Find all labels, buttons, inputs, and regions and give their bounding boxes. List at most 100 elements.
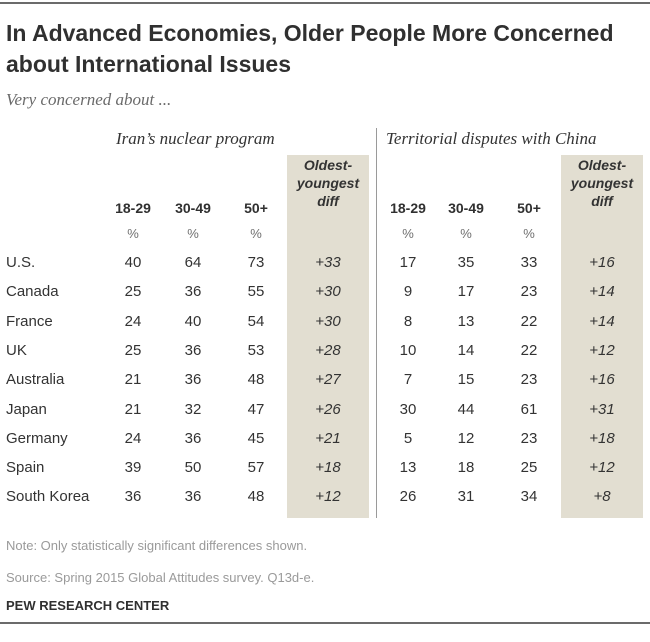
percent-sign-china-1: %	[460, 226, 472, 241]
value-cell-china: 23	[520, 430, 538, 447]
diff-header-china: Oldest-youngest diff	[570, 157, 634, 209]
value-cell-iran: 36	[124, 488, 142, 505]
note-text: Note: Only statistically significant dif…	[6, 538, 308, 553]
diff-value-iran: +33	[315, 254, 341, 271]
group-divider	[376, 128, 377, 518]
value-cell-iran: 55	[247, 283, 265, 300]
column-header-iran-0: 18-29	[115, 200, 151, 216]
diff-value-china: +14	[589, 283, 615, 300]
country-label: UK	[6, 342, 27, 359]
country-label: South Korea	[6, 488, 90, 505]
value-cell-china: 44	[457, 401, 475, 418]
group-header-china: Territorial disputes with China	[386, 129, 597, 148]
diff-value-china: +16	[589, 254, 615, 271]
value-cell-china: 13	[399, 459, 417, 476]
diff-value-iran: +26	[315, 401, 341, 418]
country-label: Japan	[6, 401, 47, 418]
value-cell-iran: 53	[247, 342, 265, 359]
value-cell-iran: 21	[124, 371, 142, 388]
percent-sign-iran-2: %	[250, 226, 262, 241]
value-cell-iran: 73	[247, 254, 265, 271]
value-cell-china: 33	[520, 254, 538, 271]
source-text: Source: Spring 2015 Global Attitudes sur…	[6, 570, 315, 585]
group-header-iran: Iran’s nuclear program	[116, 129, 275, 148]
value-cell-china: 26	[399, 488, 417, 505]
value-cell-china: 35	[457, 254, 475, 271]
column-header-china-2: 50+	[517, 200, 541, 216]
value-cell-iran: 25	[124, 283, 142, 300]
value-cell-china: 23	[520, 371, 538, 388]
diff-value-china: +8	[593, 488, 611, 505]
percent-sign-china-0: %	[402, 226, 414, 241]
value-cell-china: 22	[520, 342, 538, 359]
value-cell-iran: 32	[184, 401, 202, 418]
value-cell-china: 13	[457, 313, 475, 330]
value-cell-iran: 50	[184, 459, 202, 476]
diff-value-china: +12	[589, 342, 615, 359]
diff-value-china: +12	[589, 459, 615, 476]
value-cell-iran: 47	[247, 401, 265, 418]
diff-value-iran: +12	[315, 488, 341, 505]
value-cell-iran: 36	[184, 488, 202, 505]
value-cell-china: 18	[457, 459, 475, 476]
column-header-iran-1: 30-49	[175, 200, 211, 216]
value-cell-china: 30	[399, 401, 417, 418]
value-cell-china: 9	[403, 283, 413, 300]
value-cell-iran: 48	[247, 488, 265, 505]
value-cell-iran: 36	[184, 342, 202, 359]
iran-diff-column-shading	[287, 155, 369, 518]
value-cell-iran: 36	[184, 371, 202, 388]
country-label: U.S.	[6, 254, 36, 271]
diff-value-china: +14	[589, 313, 615, 330]
top-rule	[0, 2, 650, 4]
chart-title: In Advanced Economies, Older People More…	[6, 20, 614, 77]
value-cell-iran: 24	[124, 430, 142, 447]
value-cell-china: 25	[520, 459, 538, 476]
value-cell-iran: 54	[247, 313, 265, 330]
value-cell-iran: 64	[184, 254, 202, 271]
value-cell-china: 61	[520, 401, 538, 418]
value-cell-china: 8	[403, 313, 413, 330]
value-cell-china: 12	[457, 430, 475, 447]
value-cell-china: 14	[457, 342, 475, 359]
country-label: France	[6, 313, 53, 330]
value-cell-iran: 36	[184, 430, 202, 447]
chart-subtitle: Very concerned about ...	[6, 90, 172, 109]
diff-value-china: +18	[589, 430, 615, 447]
value-cell-china: 7	[403, 371, 413, 388]
value-cell-iran: 36	[184, 283, 202, 300]
country-label: Spain	[6, 459, 45, 476]
diff-header-iran: Oldest-youngest diff	[296, 157, 360, 209]
diff-value-china: +31	[589, 401, 615, 418]
diff-value-china: +16	[589, 371, 615, 388]
country-label: Canada	[6, 283, 59, 300]
value-cell-iran: 40	[124, 254, 142, 271]
value-cell-iran: 48	[247, 371, 265, 388]
value-cell-iran: 45	[247, 430, 265, 447]
diff-value-iran: +21	[315, 430, 341, 447]
column-header-iran-2: 50+	[244, 200, 268, 216]
value-cell-iran: 40	[184, 313, 202, 330]
diff-value-iran: +30	[315, 313, 341, 330]
value-cell-china: 17	[399, 254, 417, 271]
value-cell-iran: 25	[124, 342, 142, 359]
percent-sign-iran-0: %	[127, 226, 139, 241]
value-cell-iran: 39	[124, 459, 142, 476]
value-cell-iran: 57	[247, 459, 265, 476]
value-cell-iran: 21	[124, 401, 142, 418]
diff-value-iran: +18	[315, 459, 341, 476]
diff-value-iran: +30	[315, 283, 341, 300]
value-cell-china: 5	[403, 430, 413, 447]
china-diff-column-shading	[561, 155, 643, 518]
value-cell-china: 22	[520, 313, 538, 330]
value-cell-china: 34	[520, 488, 538, 505]
column-header-china-1: 30-49	[448, 200, 484, 216]
column-header-china-0: 18-29	[390, 200, 426, 216]
percent-sign-china-2: %	[523, 226, 535, 241]
percent-sign-iran-1: %	[187, 226, 199, 241]
value-cell-china: 10	[399, 342, 417, 359]
country-label: Australia	[6, 371, 65, 388]
value-cell-iran: 24	[124, 313, 142, 330]
value-cell-china: 23	[520, 283, 538, 300]
country-label: Germany	[6, 430, 68, 447]
